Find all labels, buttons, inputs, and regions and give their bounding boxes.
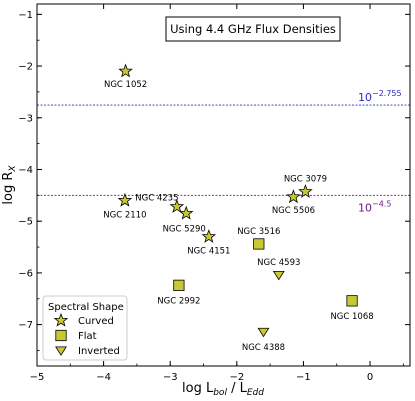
reference-line-label: 10−4.5 xyxy=(358,199,391,214)
point-label: NGC 4388 xyxy=(242,343,285,353)
legend: Spectral Shape Curved Flat Inverted xyxy=(42,295,128,361)
point-label: NGC 5506 xyxy=(272,206,315,216)
legend-entry-label: Curved xyxy=(78,316,114,327)
data-point-square xyxy=(253,238,265,250)
legend-marker-star xyxy=(53,312,69,327)
legend-entry-label: Flat xyxy=(78,331,97,342)
x-axis-label: log Lbol / LEdd xyxy=(182,381,264,398)
chart-title: Using 4.4 GHz Flux Densities xyxy=(170,22,336,36)
point-label: NGC 1068 xyxy=(330,312,373,322)
title-box-frame xyxy=(165,16,341,42)
x-tick-label: −5 xyxy=(30,372,45,383)
data-point-triangle-down xyxy=(272,270,285,281)
x-tick-label: 0 xyxy=(367,372,373,383)
x-tick-label: −2 xyxy=(229,372,244,383)
plot-frame xyxy=(36,3,411,367)
x-tick-label: −1 xyxy=(296,372,311,383)
point-labels: NGC 1052 NGC 2110 NGC 4235 NGC 5290 NGC 4151… xyxy=(103,80,373,353)
y-tick-label: −4 xyxy=(18,165,33,176)
chart-title-box: Using 4.4 GHz Flux Densities xyxy=(165,16,341,42)
point-label: NGC 2110 xyxy=(103,211,146,221)
data-point-star xyxy=(118,63,133,78)
x-tick-label: −3 xyxy=(163,372,178,383)
reference-lines: 10−2.755 10−4.5 xyxy=(37,89,410,214)
point-label: NGC 5290 xyxy=(163,224,206,234)
point-label: NGC 2992 xyxy=(157,296,200,306)
data-point-star xyxy=(117,192,133,207)
y-tick-label: −1 xyxy=(18,10,33,21)
data-point-triangle-down xyxy=(257,327,270,338)
point-label: NGC 4593 xyxy=(257,258,300,268)
y-tick-label: −2 xyxy=(18,62,33,73)
point-label: NGC 4151 xyxy=(187,247,230,257)
legend-title: Spectral Shape xyxy=(48,302,124,313)
legend-marker-square xyxy=(55,329,67,342)
point-label: NGC 3516 xyxy=(237,227,280,237)
data-point-star xyxy=(201,229,217,243)
data-points xyxy=(117,63,358,338)
legend-frame xyxy=(42,295,128,361)
y-tick-label: −6 xyxy=(18,268,33,279)
y-tick-label: −5 xyxy=(18,217,33,228)
legend-entries: Curved Flat Inverted xyxy=(53,312,120,357)
point-label: NGC 1052 xyxy=(104,80,147,90)
data-point-star xyxy=(169,199,185,213)
y-tick-label: −7 xyxy=(18,320,33,331)
reference-line-label: 10−2.755 xyxy=(358,89,402,104)
data-point-square xyxy=(346,295,358,307)
point-label: NGC 3079 xyxy=(284,175,327,185)
y-axis-label: log RX xyxy=(1,165,18,205)
y-tick-label: −3 xyxy=(18,113,33,124)
data-point-star xyxy=(178,205,194,220)
data-point-star xyxy=(298,184,313,198)
point-label: NGC 4235 xyxy=(135,194,178,204)
data-point-star xyxy=(286,189,301,204)
legend-entry-label: Inverted xyxy=(78,346,120,357)
data-point-square xyxy=(173,279,185,291)
x-tick-label: −4 xyxy=(96,372,111,383)
legend-marker-triangle-down xyxy=(55,346,67,356)
